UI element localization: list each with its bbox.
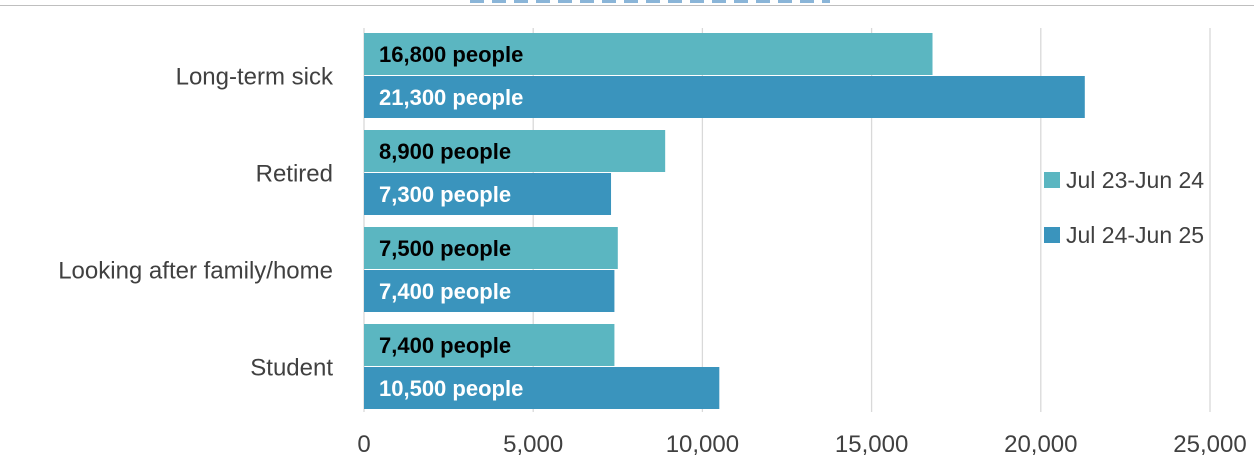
data-label: 7,400 people: [379, 333, 511, 358]
bar: [364, 130, 666, 172]
category-label: Looking after family/home: [58, 258, 333, 285]
x-tick-label: 5,000: [503, 431, 563, 458]
x-tick-label: 25,000: [1173, 431, 1246, 458]
x-tick-label: 10,000: [666, 431, 739, 458]
bar: [364, 324, 615, 366]
category-label: Student: [250, 355, 333, 382]
category-labels-group: Long-term sick Retired Looking after famil…: [58, 64, 334, 382]
title-remnant: [0, 0, 1254, 8]
x-tick-label: 15,000: [835, 431, 908, 458]
x-tick-labels-group: 0 5,000 10,000 15,000 20,000 25,000: [357, 431, 1246, 458]
bars-group: [364, 33, 1085, 409]
legend-label: Jul 23-Jun 24: [1066, 167, 1204, 193]
legend-label: Jul 24-Jun 25: [1066, 222, 1204, 248]
data-label: 8,900 people: [379, 139, 511, 164]
bar: [364, 33, 933, 75]
data-label: 7,300 people: [379, 182, 511, 207]
bar: [364, 76, 1085, 118]
bar: [364, 227, 618, 269]
data-label: 21,300 people: [379, 85, 523, 110]
data-label: 16,800 people: [379, 42, 523, 67]
bar: [364, 173, 612, 215]
cropped-title-text: [470, 0, 830, 3]
data-labels-group: 16,800 people 21,300 people 8,900 people 7,…: [379, 42, 523, 401]
legend: Jul 23-Jun 24 Jul 24-Jun 25: [1044, 167, 1204, 248]
bar: [364, 270, 615, 312]
legend-swatch: [1044, 227, 1060, 243]
data-label: 7,500 people: [379, 236, 511, 261]
data-label: 10,500 people: [379, 376, 523, 401]
category-label: Retired: [256, 161, 333, 188]
data-label: 7,400 people: [379, 279, 511, 304]
legend-swatch: [1044, 172, 1060, 188]
category-label: Long-term sick: [176, 64, 334, 91]
bar: [364, 367, 720, 409]
top-border-line: [0, 5, 1254, 6]
x-tick-label: 0: [357, 431, 370, 458]
x-tick-label: 20,000: [1004, 431, 1077, 458]
